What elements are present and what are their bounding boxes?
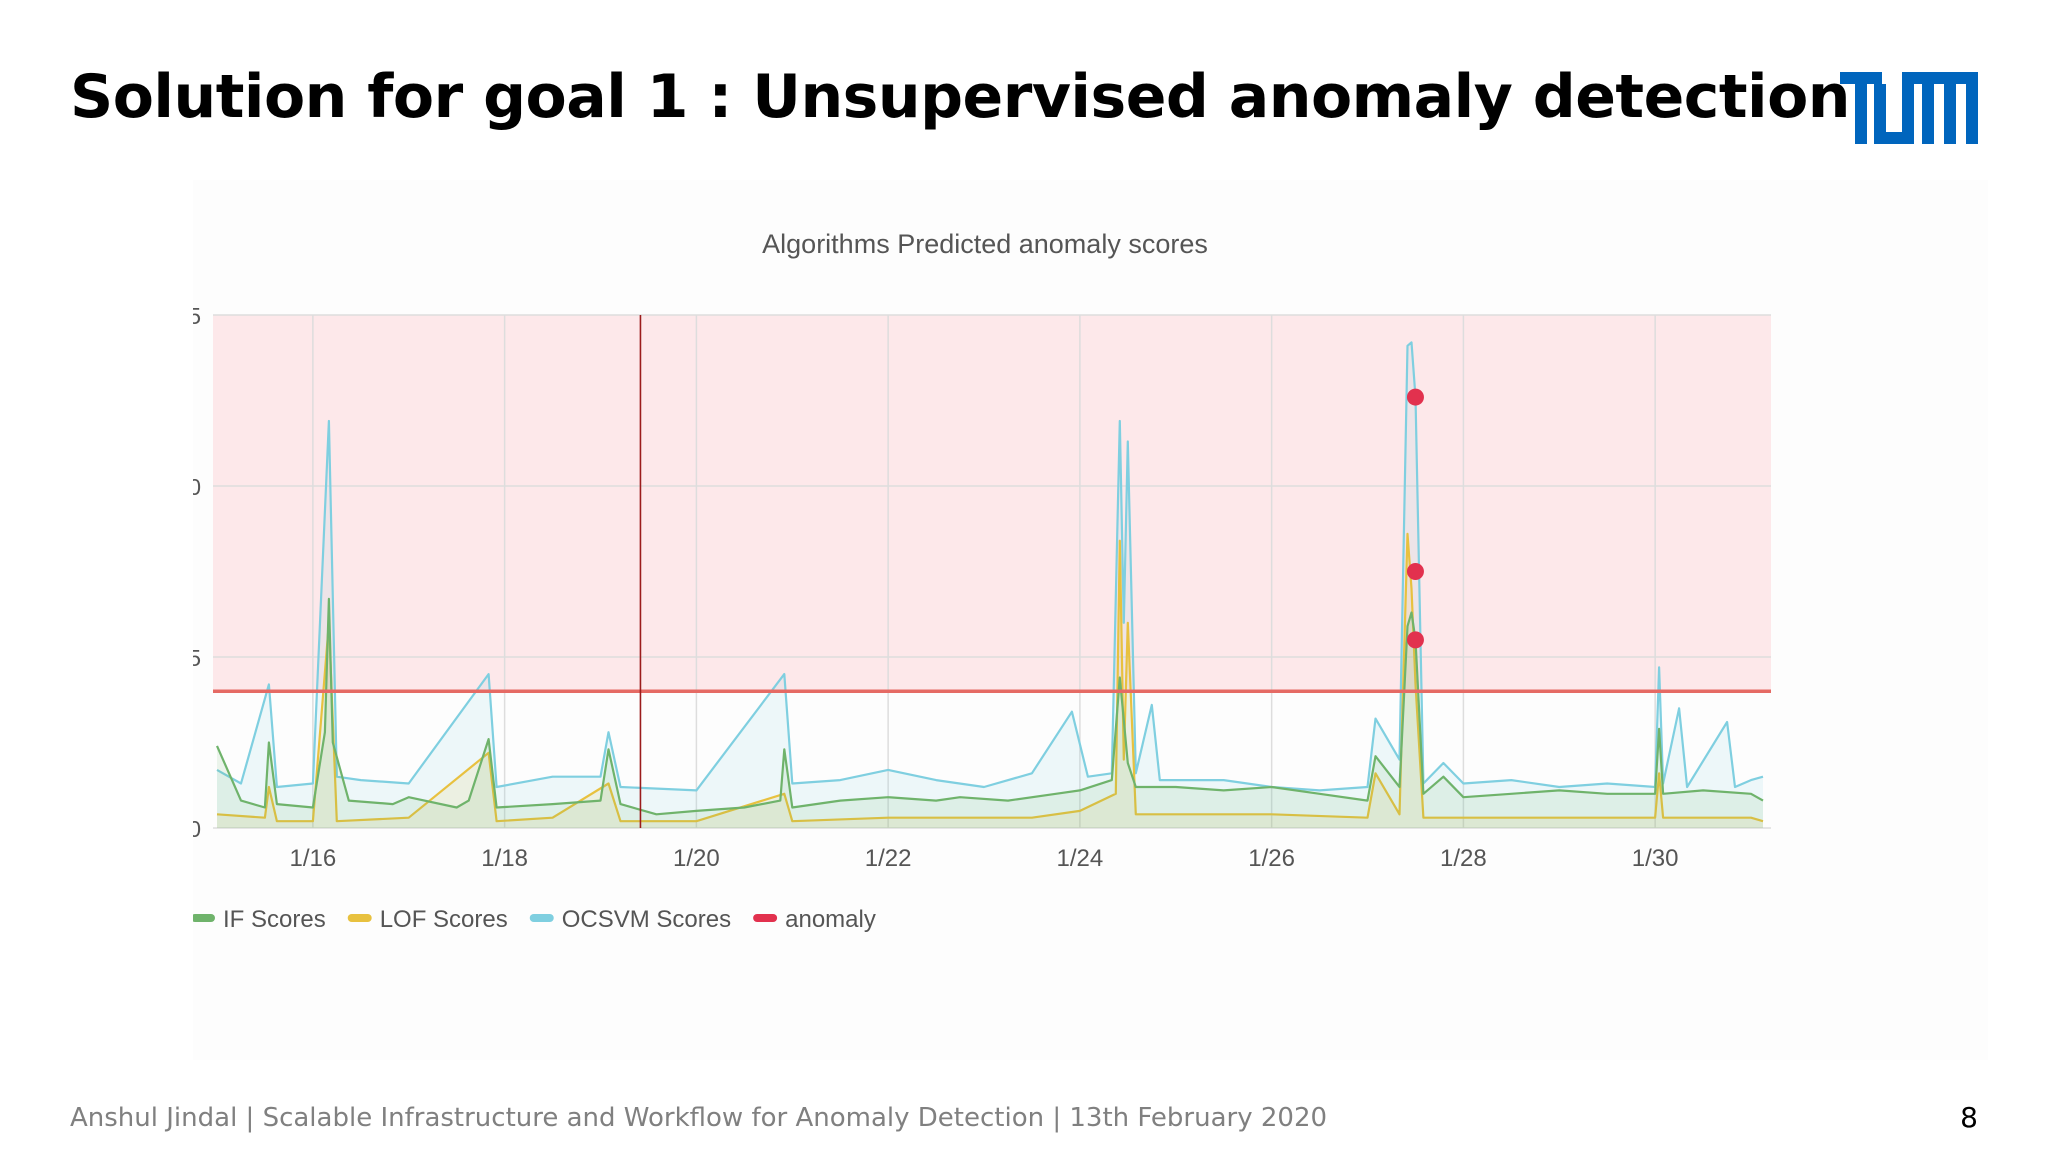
lof-scores-line (216, 532, 1764, 823)
grid-lines (213, 314, 1771, 829)
if-scores-line (215, 597, 1764, 816)
x-tick-label: 1/20 (673, 845, 720, 872)
tum-logo (1840, 72, 1978, 144)
anomaly-point (1406, 631, 1424, 649)
anomaly-point (1406, 563, 1424, 580)
page-number: 8 (1960, 1101, 1978, 1134)
x-axis-ticks: 1/16 1/18 1/20 1/22 1/24 1/26 1/28 1/30 (290, 845, 1679, 872)
x-tick-label: 1/30 (1632, 845, 1679, 872)
y-tick-label: 0 (193, 816, 201, 842)
chart-panel: Algorithms Predicted anomaly scores 0 5 10… (193, 180, 1988, 1060)
slide-footer: Anshul Jindal | Scalable Infrastructure … (70, 1103, 1328, 1133)
x-tick-label: 1/24 (1057, 845, 1104, 872)
slide-title: Solution for goal 1 : Unsupervised anoma… (70, 62, 1851, 132)
anomaly-legend-swatch (753, 914, 778, 922)
if-scores-area (217, 598, 1763, 828)
y-tick-label: 15 (193, 303, 201, 329)
ocsvm-scores-legend-label: OCSVM Scores (562, 906, 731, 933)
x-tick-label: 1/26 (1248, 845, 1295, 872)
lof-scores-legend-swatch (347, 914, 372, 922)
y-axis-ticks: 0 5 10 15 (193, 303, 201, 842)
x-tick-label: 1/22 (865, 845, 912, 872)
x-tick-label: 1/28 (1440, 845, 1487, 872)
anomaly-points (1406, 388, 1424, 649)
y-tick-label: 5 (193, 645, 201, 671)
anomaly-legend-label: anomaly (785, 906, 876, 933)
x-tick-label: 1/16 (290, 845, 337, 872)
anomaly-region (213, 315, 1771, 692)
if-scores-legend-label: IF Scores (223, 906, 326, 933)
if-scores-legend-swatch (193, 914, 215, 922)
anomaly-point (1406, 388, 1424, 406)
anomaly-scores-chart: Algorithms Predicted anomaly scores 0 5 10… (193, 229, 1771, 933)
ocsvm-scores-legend-swatch (529, 914, 554, 922)
chart-legend: IF Scores LOF Scores OCSVM Scores anomaly (193, 906, 876, 933)
x-tick-label: 1/18 (481, 845, 528, 872)
chart-title: Algorithms Predicted anomaly scores (762, 229, 1208, 259)
y-tick-label: 10 (193, 474, 201, 500)
lof-scores-legend-label: LOF Scores (380, 906, 508, 933)
